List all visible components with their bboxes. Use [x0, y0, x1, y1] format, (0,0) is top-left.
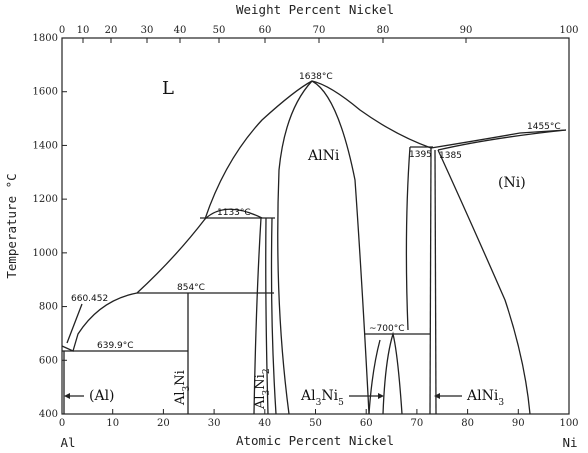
- al3ni2-right: [265, 217, 269, 415]
- temp-1455: 1455°C: [527, 122, 561, 132]
- phase-liquid: L: [162, 78, 174, 99]
- y-axis-title: Temperature °C: [4, 173, 19, 278]
- x-axis-top-ticks: 0 10 20 30 40 50 60 70 80 90 100: [59, 25, 579, 43]
- y-tick-label: 1600: [33, 87, 58, 98]
- phase-al3ni: Al3Ni: [173, 370, 192, 406]
- y-tick-label: 400: [39, 409, 58, 420]
- phase-alni3: AlNi3: [466, 388, 504, 408]
- liquidus-al-side: [61, 208, 263, 352]
- x-bottom-tick-label: 90: [512, 418, 525, 429]
- y-axis-ticks: 400 600 800 1000 1200 1400 1600 1800: [33, 33, 67, 420]
- temp-660: 660.452: [71, 294, 108, 304]
- y-tick-label: 600: [39, 355, 58, 366]
- solidus-ni-side: [437, 129, 567, 151]
- x-axis-title: Atomic Percent Nickel: [236, 433, 394, 448]
- x-top-tick-label: 20: [105, 25, 118, 36]
- temp-1638: 1638°C: [299, 72, 333, 82]
- temp-1133: 1133°C: [217, 208, 251, 218]
- x-top-tick-label: 60: [259, 25, 272, 36]
- al3ni5-left-boundary: [368, 339, 381, 415]
- alni3-arrow-head: [434, 393, 440, 399]
- alni-right-boundary: [311, 80, 370, 415]
- x-top-tick-label: 70: [313, 25, 326, 36]
- x-top-tick-label: 40: [174, 25, 187, 36]
- x-top-tick-label: 50: [213, 25, 226, 36]
- al3ni2-extra: [270, 217, 277, 415]
- liquidus-ni-side: [430, 129, 567, 149]
- x-top-tick-label: 80: [377, 25, 390, 36]
- temp-700: ~700°C: [369, 324, 405, 334]
- temp-854: 854°C: [177, 283, 205, 293]
- x-bottom-tick-label: 80: [461, 418, 474, 429]
- x-bottom-tick-label: 20: [157, 418, 170, 429]
- x-top-tick-label: 0: [59, 25, 65, 36]
- x-bottom-tick-label: 30: [208, 418, 221, 429]
- x-bottom-tick-label: 40: [258, 418, 271, 429]
- alni-left-boundary: [277, 80, 313, 415]
- y-tick-label: 1200: [33, 194, 58, 205]
- phase-ni: (Ni): [498, 175, 526, 191]
- x-axis-bottom-ticks: 0 10 20 30 40 50 60 70 80 90 100: [59, 409, 579, 429]
- phase-al3ni2: Al3Ni2: [253, 368, 272, 410]
- x-top-tick-label: 10: [77, 25, 90, 36]
- alni3-line-a: [429, 147, 432, 415]
- right-element-label: Ni: [562, 435, 577, 450]
- y-tick-label: 1400: [33, 140, 58, 151]
- al3ni2-left: [253, 217, 262, 415]
- temp-639: 639.9°C: [97, 341, 134, 351]
- temp-1385: 1385: [439, 151, 462, 161]
- alni3-line-b: [434, 149, 437, 415]
- al3ni5-dome: [382, 331, 403, 415]
- phase-al: (Al): [89, 388, 115, 404]
- al3ni5-arrow-head: [378, 393, 384, 399]
- x-bottom-tick-label: 100: [559, 418, 578, 429]
- x-top-tick-label: 90: [460, 25, 473, 36]
- x-bottom-tick-label: 60: [360, 418, 373, 429]
- y-tick-label: 1800: [33, 33, 58, 44]
- y-tick-label: 800: [39, 302, 58, 313]
- left-element-label: Al: [60, 435, 75, 450]
- phase-alni: AlNi: [307, 148, 340, 164]
- temp-1395: 1395: [409, 150, 432, 160]
- x-bottom-tick-label: 10: [106, 418, 119, 429]
- phase-al3ni5: Al3Ni5: [300, 388, 344, 408]
- plot-frame: [61, 37, 570, 415]
- x-bottom-tick-label: 70: [411, 418, 424, 429]
- alni3-left: [405, 146, 411, 331]
- x-top-tick-label: 30: [141, 25, 154, 36]
- x-bottom-tick-label: 0: [59, 418, 65, 429]
- top-axis-title: Weight Percent Nickel: [236, 2, 394, 17]
- al-arrow-head: [64, 393, 70, 399]
- x-bottom-tick-label: 50: [309, 418, 322, 429]
- x-top-tick-label: 100: [559, 25, 578, 36]
- temp-660-leader: [66, 303, 83, 344]
- ni-solvus: [437, 149, 531, 415]
- y-tick-label: 1000: [33, 248, 58, 259]
